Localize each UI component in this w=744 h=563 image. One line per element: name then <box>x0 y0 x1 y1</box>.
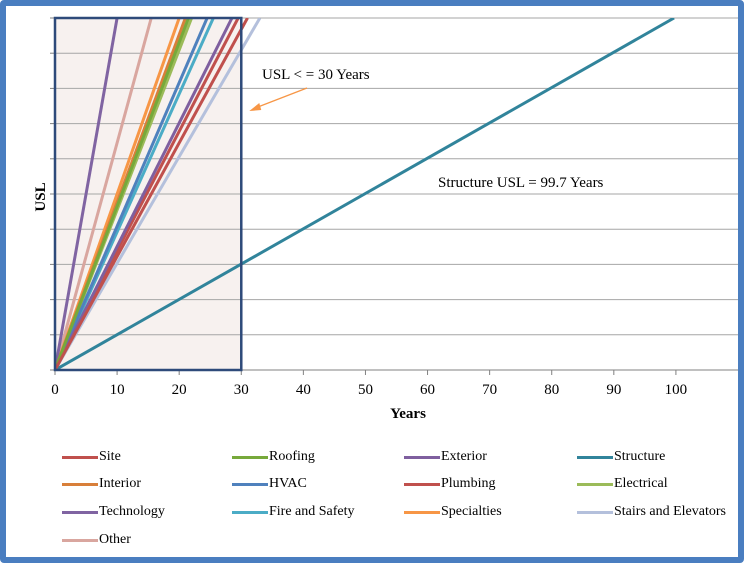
x-tick-label: 0 <box>51 382 59 398</box>
series-line-site <box>55 18 249 370</box>
x-tick-label: 100 <box>665 382 688 398</box>
x-tick-label: 70 <box>482 382 497 398</box>
series-line-roofing <box>55 18 190 370</box>
series-line-hvac <box>55 18 209 370</box>
highlight-region-border <box>53 16 243 372</box>
x-tick-label: 90 <box>606 382 621 398</box>
x-tick-label: 40 <box>296 382 311 398</box>
series-line-stairs-and-elevators <box>55 18 262 370</box>
x-tick-label: 80 <box>544 382 559 398</box>
annotation-arrowhead <box>249 103 262 112</box>
x-tick-label: 30 <box>234 382 249 398</box>
series-line-exterior <box>55 18 234 370</box>
series-lines <box>55 18 675 370</box>
x-tick-label: 10 <box>110 382 125 398</box>
x-tick-label: 60 <box>420 382 435 398</box>
x-tick-label: 50 <box>358 382 373 398</box>
annotation-structure-usl: Structure USL = 99.7 Years <box>438 175 604 191</box>
annotation-usl-30: USL < = 30 Years <box>262 67 370 83</box>
x-tick-label: 20 <box>172 382 187 398</box>
series-line-other <box>55 18 153 370</box>
x-axis-label: Years <box>390 406 426 422</box>
y-axis-label: USL <box>33 182 49 211</box>
series-line-structure <box>55 18 675 370</box>
annotation-arrow <box>255 87 308 109</box>
series-line-technology <box>55 18 119 370</box>
